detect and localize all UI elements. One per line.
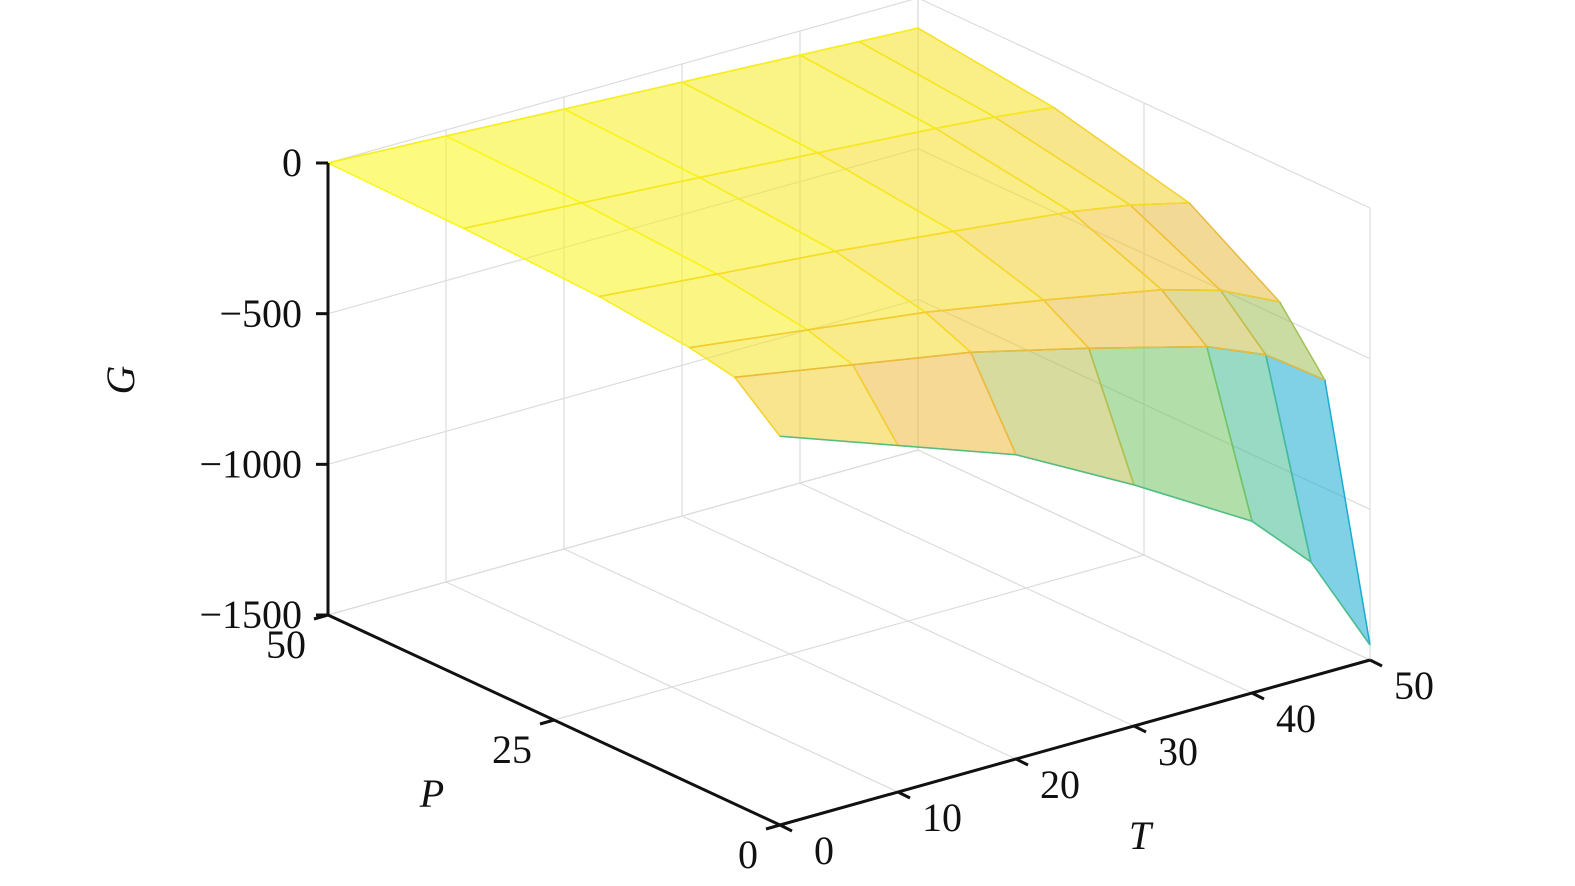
mesh-line bbox=[689, 288, 1280, 349]
axes: 0 −500 −1000 −1500 0 25 50 0 10 20 30 40 50 bbox=[199, 140, 1434, 877]
y-axis-label: P bbox=[419, 771, 444, 816]
x-axis bbox=[779, 658, 1371, 827]
surface bbox=[325, 27, 1371, 646]
grid-line bbox=[920, 0, 1371, 209]
mesh-line bbox=[463, 106, 1054, 230]
x-tick-label: 30 bbox=[1158, 729, 1198, 774]
x-tick bbox=[1251, 691, 1265, 701]
x-tick-label: 20 bbox=[1040, 762, 1080, 807]
mesh-line bbox=[599, 202, 1190, 298]
x-tick bbox=[779, 823, 793, 833]
z-tick-label: 0 bbox=[282, 140, 302, 185]
grid-line bbox=[917, 449, 1371, 661]
x-tick-label: 40 bbox=[1276, 696, 1316, 741]
grid-line bbox=[327, 449, 919, 616]
x-tick bbox=[897, 790, 911, 800]
y-tick bbox=[765, 823, 781, 831]
z-tick-label: −500 bbox=[219, 291, 302, 336]
z-tick-label: −1500 bbox=[199, 592, 302, 637]
grid-line bbox=[553, 554, 1145, 721]
y-tick-label: 50 bbox=[266, 622, 306, 667]
x-tick bbox=[1369, 658, 1383, 668]
x-axis-label: T bbox=[1129, 813, 1154, 858]
y-tick bbox=[313, 613, 329, 621]
mesh-line bbox=[734, 345, 1326, 381]
y-tick-label: 25 bbox=[492, 727, 532, 772]
y-tick-label: 0 bbox=[738, 832, 758, 877]
x-tick-label: 10 bbox=[922, 795, 962, 840]
y-tick bbox=[539, 718, 555, 726]
x-tick bbox=[1133, 724, 1147, 734]
z-axis-label: G bbox=[98, 365, 143, 394]
z-tick-label: −1000 bbox=[199, 442, 302, 487]
x-tick bbox=[1015, 757, 1029, 767]
x-tick-label: 50 bbox=[1394, 663, 1434, 708]
x-tick-label: 0 bbox=[814, 828, 834, 873]
grid-line bbox=[327, 0, 914, 164]
mesh-line bbox=[327, 27, 919, 164]
mesh-line bbox=[779, 435, 1371, 646]
